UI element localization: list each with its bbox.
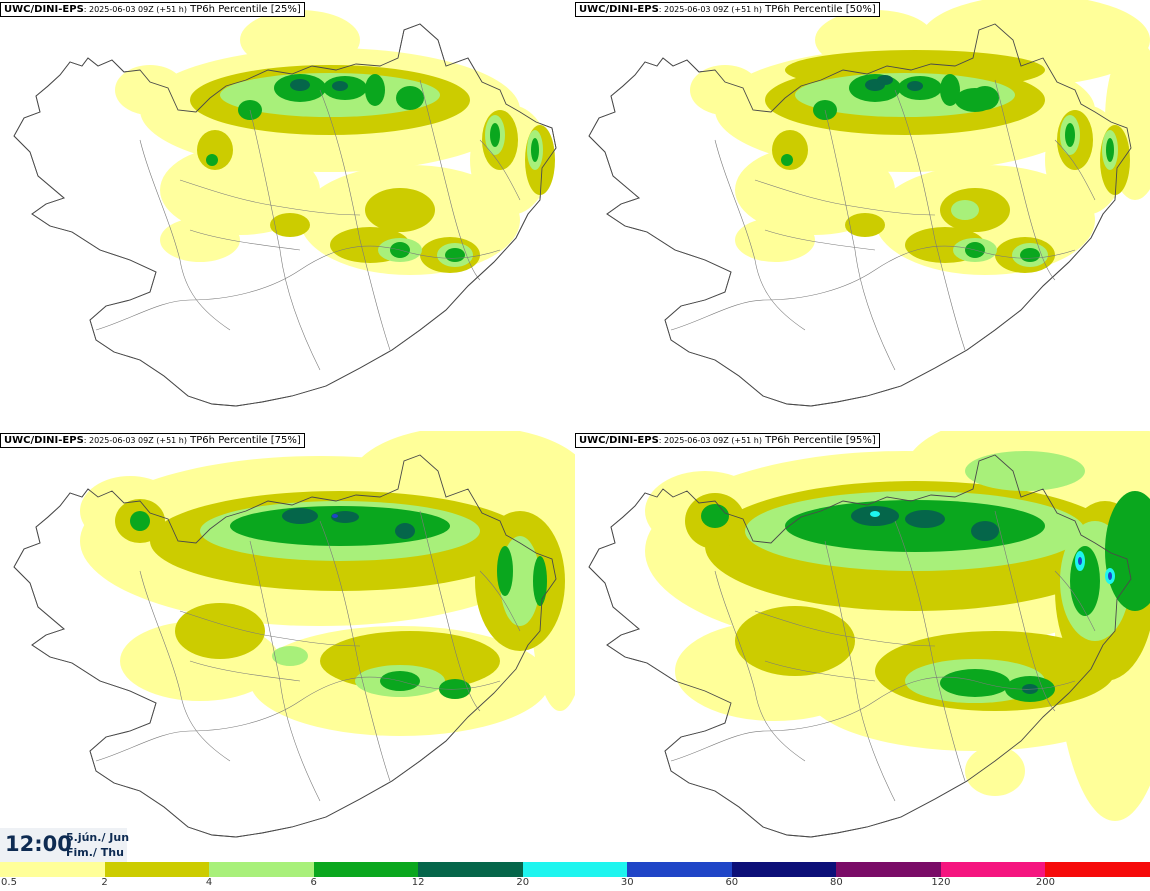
- parameter-label: TP6h Percentile [75%]: [190, 435, 301, 446]
- legend-label: 2: [101, 877, 108, 888]
- precip-map-p95: [575, 431, 1150, 862]
- legend-swatch: [1045, 862, 1150, 877]
- legend-label: 12: [411, 877, 425, 888]
- parameter-label: TP6h Percentile [50%]: [765, 4, 876, 15]
- model-name: UWC/DINI-EPS: [4, 435, 84, 446]
- run-info: : 2025-06-03 09Z (+51 h): [83, 436, 187, 445]
- legend-swatch: [104, 862, 210, 877]
- panel-title: UWC/DINI-EPS: 2025-06-03 09Z (+51 h) TP6…: [575, 2, 880, 17]
- run-info: : 2025-06-03 09Z (+51 h): [658, 5, 762, 14]
- run-info: : 2025-06-03 09Z (+51 h): [658, 436, 762, 445]
- run-info: : 2025-06-03 09Z (+51 h): [83, 5, 187, 14]
- legend-label: 120: [931, 877, 951, 888]
- legend-swatch: [0, 862, 105, 877]
- panel-title: UWC/DINI-EPS: 2025-06-03 09Z (+51 h) TP6…: [0, 2, 305, 17]
- panel-title: UWC/DINI-EPS: 2025-06-03 09Z (+51 h) TP6…: [0, 433, 305, 448]
- valid-weekday: Fim./ Thu: [66, 846, 124, 859]
- legend-label: 30: [620, 877, 634, 888]
- model-name: UWC/DINI-EPS: [579, 4, 659, 15]
- model-name: UWC/DINI-EPS: [579, 435, 659, 446]
- legend-label: 80: [829, 877, 843, 888]
- map-panel-p25: UWC/DINI-EPS: 2025-06-03 09Z (+51 h) TP6…: [0, 0, 575, 431]
- legend-swatch: [522, 862, 628, 877]
- legend-swatch: [209, 862, 314, 877]
- map-panel-p50: UWC/DINI-EPS: 2025-06-03 09Z (+51 h) TP6…: [575, 0, 1150, 431]
- legend-label: 6: [310, 877, 317, 888]
- precip-map-p75: [0, 431, 575, 862]
- legend-label: 4: [205, 877, 213, 888]
- map-panel-p95: UWC/DINI-EPS: 2025-06-03 09Z (+51 h) TP6…: [575, 431, 1150, 862]
- parameter-label: TP6h Percentile [95%]: [765, 435, 876, 446]
- legend-swatch: [731, 862, 837, 877]
- legend-label: 0.5: [1, 877, 17, 888]
- model-name: UWC/DINI-EPS: [4, 4, 84, 15]
- legend-swatch: [418, 862, 523, 877]
- legend-swatch: [313, 862, 419, 877]
- legend-label: 200: [1035, 877, 1055, 888]
- valid-time-box: 12:00 5.jún./ Jun Fim./ Thu: [0, 828, 130, 862]
- valid-time: 12:00: [5, 832, 72, 856]
- precip-map-p50: [575, 0, 1150, 431]
- map-panel-p75: UWC/DINI-EPS: 2025-06-03 09Z (+51 h) TP6…: [0, 431, 575, 862]
- legend-label: 60: [725, 877, 739, 888]
- valid-date: 5.jún./ Jun: [66, 831, 130, 844]
- legend-label: 20: [516, 877, 530, 888]
- precip-map-p25: [0, 0, 575, 431]
- panel-title: UWC/DINI-EPS: 2025-06-03 09Z (+51 h) TP6…: [575, 433, 880, 448]
- legend-swatch: [940, 862, 1046, 877]
- color-scale-legend: [0, 862, 1150, 877]
- legend-swatch: [836, 862, 941, 877]
- parameter-label: TP6h Percentile [25%]: [190, 4, 301, 15]
- legend-swatch: [627, 862, 732, 877]
